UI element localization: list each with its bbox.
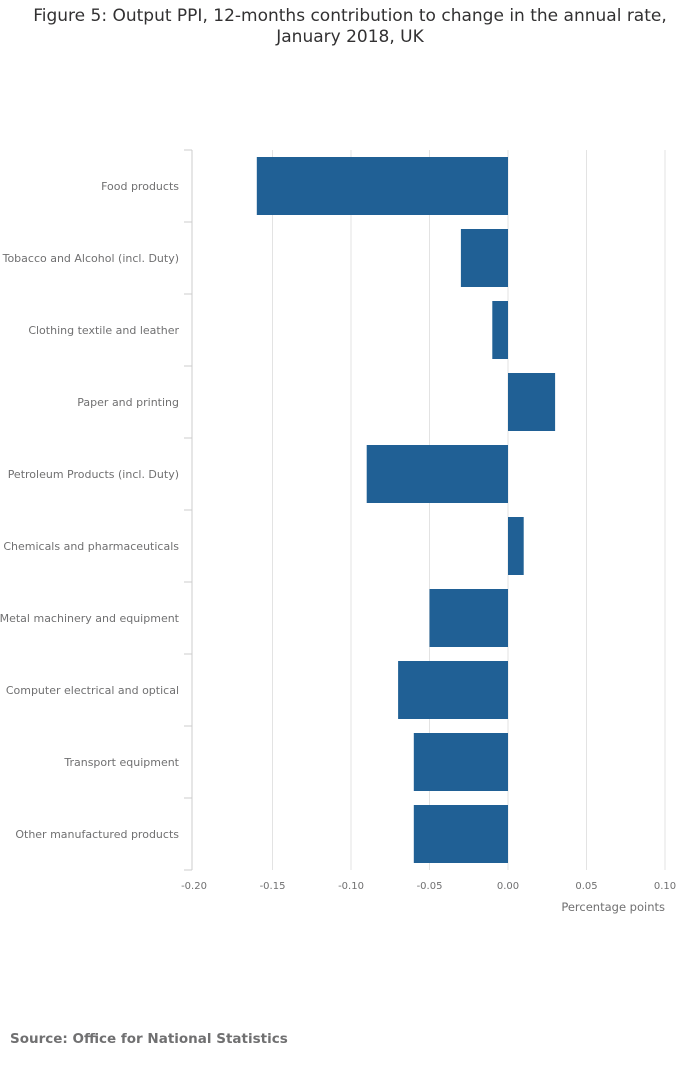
x-tick-label: -0.20 bbox=[181, 881, 207, 892]
x-tick-label: -0.15 bbox=[260, 881, 286, 892]
x-tick-label: -0.05 bbox=[417, 881, 443, 892]
bar bbox=[429, 589, 508, 647]
x-tick-label: 0.10 bbox=[654, 881, 676, 892]
bars bbox=[256, 157, 556, 863]
bar bbox=[256, 157, 508, 215]
bar bbox=[413, 733, 508, 791]
category-label: Chemicals and pharmaceuticals bbox=[3, 540, 179, 553]
category-label: Tobacco and Alcohol (incl. Duty) bbox=[2, 252, 179, 265]
bar bbox=[398, 661, 508, 719]
category-label: Metal machinery and equipment bbox=[0, 612, 180, 625]
x-tick-label: -0.10 bbox=[338, 881, 364, 892]
source-note: Source: Office for National Statistics bbox=[10, 1031, 288, 1047]
x-tick-label: 0.05 bbox=[575, 881, 597, 892]
bar-chart: Food products Tobacco and Alcohol (incl. … bbox=[0, 149, 676, 914]
category-label: Paper and printing bbox=[77, 396, 179, 409]
bar bbox=[508, 517, 524, 575]
category-label: Computer electrical and optical bbox=[6, 684, 179, 697]
category-label: Food products bbox=[101, 180, 179, 193]
category-label: Other manufactured products bbox=[15, 828, 179, 841]
bar bbox=[508, 373, 556, 431]
bar bbox=[460, 229, 508, 287]
category-label: Petroleum Products (incl. Duty) bbox=[8, 468, 179, 481]
bar bbox=[492, 301, 508, 359]
bar bbox=[413, 805, 508, 863]
category-label: Clothing textile and leather bbox=[28, 324, 179, 337]
y-axis: Food products Tobacco and Alcohol (incl. … bbox=[0, 149, 193, 871]
x-tick-label: 0.00 bbox=[497, 881, 519, 892]
x-axis-title: Percentage points bbox=[561, 900, 665, 914]
bar bbox=[366, 445, 508, 503]
category-label: Transport equipment bbox=[63, 756, 179, 769]
chart-title: Figure 5: Output PPI, 12-months contribu… bbox=[33, 6, 667, 47]
x-axis: -0.20 -0.15 -0.10 -0.05 0.00 0.05 0.10 Percenta… bbox=[181, 881, 676, 914]
